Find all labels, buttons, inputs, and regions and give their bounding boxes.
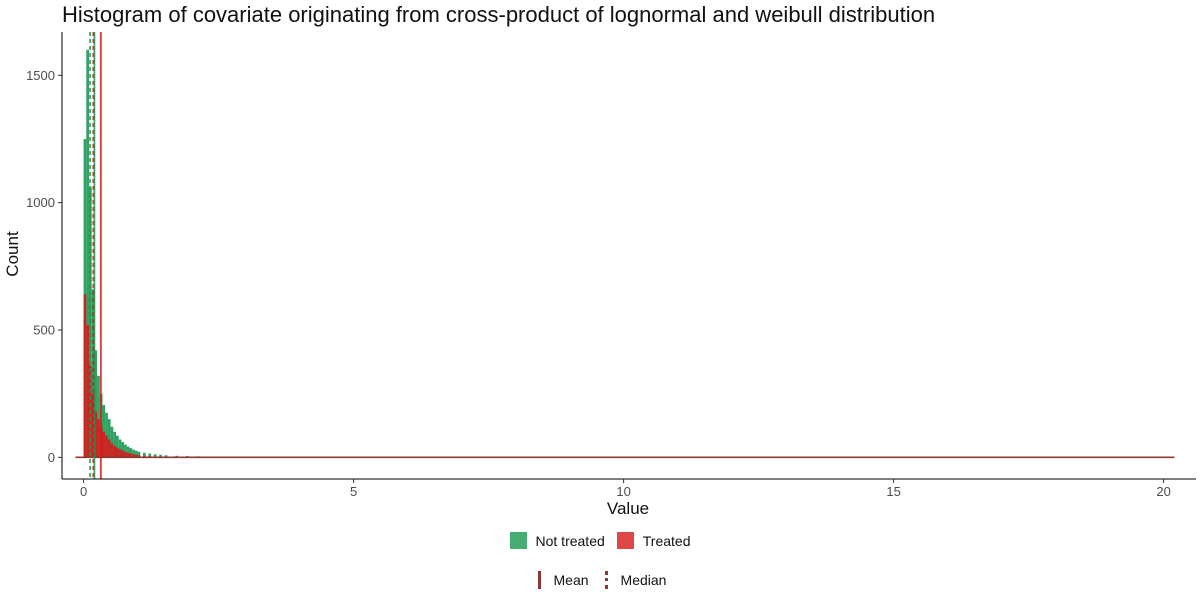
bar-not-treated xyxy=(126,446,130,458)
bar-not-treated xyxy=(94,350,98,458)
legend-swatch-treated xyxy=(616,532,634,549)
legend-item-treated: Treated xyxy=(616,532,691,549)
bar-treated xyxy=(86,324,89,458)
legend-line-mean xyxy=(537,571,541,589)
bar-treated xyxy=(132,454,135,458)
x-tick-label: 10 xyxy=(616,484,630,499)
legend-key-median xyxy=(601,571,611,589)
legend-item-mean: Mean xyxy=(534,571,589,589)
x-tick-label: 0 xyxy=(80,484,87,499)
bar-treated xyxy=(121,450,125,458)
bar-not-treated xyxy=(137,451,141,458)
bar-treated xyxy=(118,449,122,458)
bar-not-treated xyxy=(118,439,122,458)
bar-not-treated xyxy=(97,375,100,458)
y-tick-label: 500 xyxy=(33,323,55,338)
legend-label-treated: Treated xyxy=(642,532,691,549)
fill-legend: Not treated Treated xyxy=(0,532,1200,549)
bar-not-treated xyxy=(129,448,133,458)
bar-not-treated xyxy=(86,49,89,458)
bar-treated xyxy=(105,435,108,458)
bar-not-treated xyxy=(134,450,138,458)
bar-not-treated xyxy=(113,431,116,458)
reference-lines-layer xyxy=(89,32,102,479)
line-legend: Mean Median xyxy=(0,571,1200,589)
bar-not-treated xyxy=(164,455,168,458)
bar-treated xyxy=(94,411,98,458)
legend-label-not-treated: Not treated xyxy=(535,532,605,549)
bar-not-treated xyxy=(105,412,108,458)
axes-layer: 0 5 10 15 20 0 500 1000 1500 xyxy=(26,32,1196,499)
bar-treated xyxy=(134,454,138,458)
bar-treated xyxy=(126,452,130,458)
bar-not-treated xyxy=(107,419,111,458)
bar-not-treated xyxy=(153,454,157,458)
bar-not-treated xyxy=(121,442,125,458)
bar-treated xyxy=(102,431,106,458)
bar-treated xyxy=(107,439,111,458)
y-axis-title: Count xyxy=(3,231,22,277)
bar-not-treated xyxy=(110,426,114,458)
x-axis-title: Value xyxy=(607,499,649,518)
bar-treated xyxy=(124,451,127,458)
bar-treated xyxy=(137,455,141,458)
bar-not-treated xyxy=(132,449,135,458)
bar-treated xyxy=(97,419,100,458)
legend-line-median xyxy=(604,571,608,589)
legend-swatch-not-treated xyxy=(509,532,527,549)
legend-label-median: Median xyxy=(620,572,667,588)
bar-treated xyxy=(110,443,114,458)
x-tick-label: 5 xyxy=(350,484,357,499)
bars-layer xyxy=(83,49,216,458)
bar-not-treated xyxy=(91,289,95,458)
legend-item-not-treated: Not treated xyxy=(509,532,605,549)
bar-not-treated xyxy=(124,444,127,458)
chart-title: Histogram of covariate originating from … xyxy=(62,2,936,27)
legend-key-mean xyxy=(534,571,544,589)
y-tick-label: 0 xyxy=(48,450,55,465)
x-tick-label: 15 xyxy=(886,484,900,499)
y-tick-label: 1500 xyxy=(26,68,55,83)
y-tick-label: 1000 xyxy=(26,195,55,210)
bar-treated xyxy=(113,445,116,458)
x-tick-label: 20 xyxy=(1156,484,1170,499)
bar-treated xyxy=(116,447,119,458)
bar-not-treated xyxy=(102,405,106,458)
bar-not-treated xyxy=(143,452,146,458)
bar-treated xyxy=(83,294,87,458)
legend-label-mean: Mean xyxy=(553,572,589,588)
bar-treated xyxy=(129,453,133,458)
bar-not-treated xyxy=(159,454,162,458)
bar-not-treated xyxy=(116,435,119,458)
bar-not-treated xyxy=(148,453,152,458)
legend-item-median: Median xyxy=(601,571,667,589)
